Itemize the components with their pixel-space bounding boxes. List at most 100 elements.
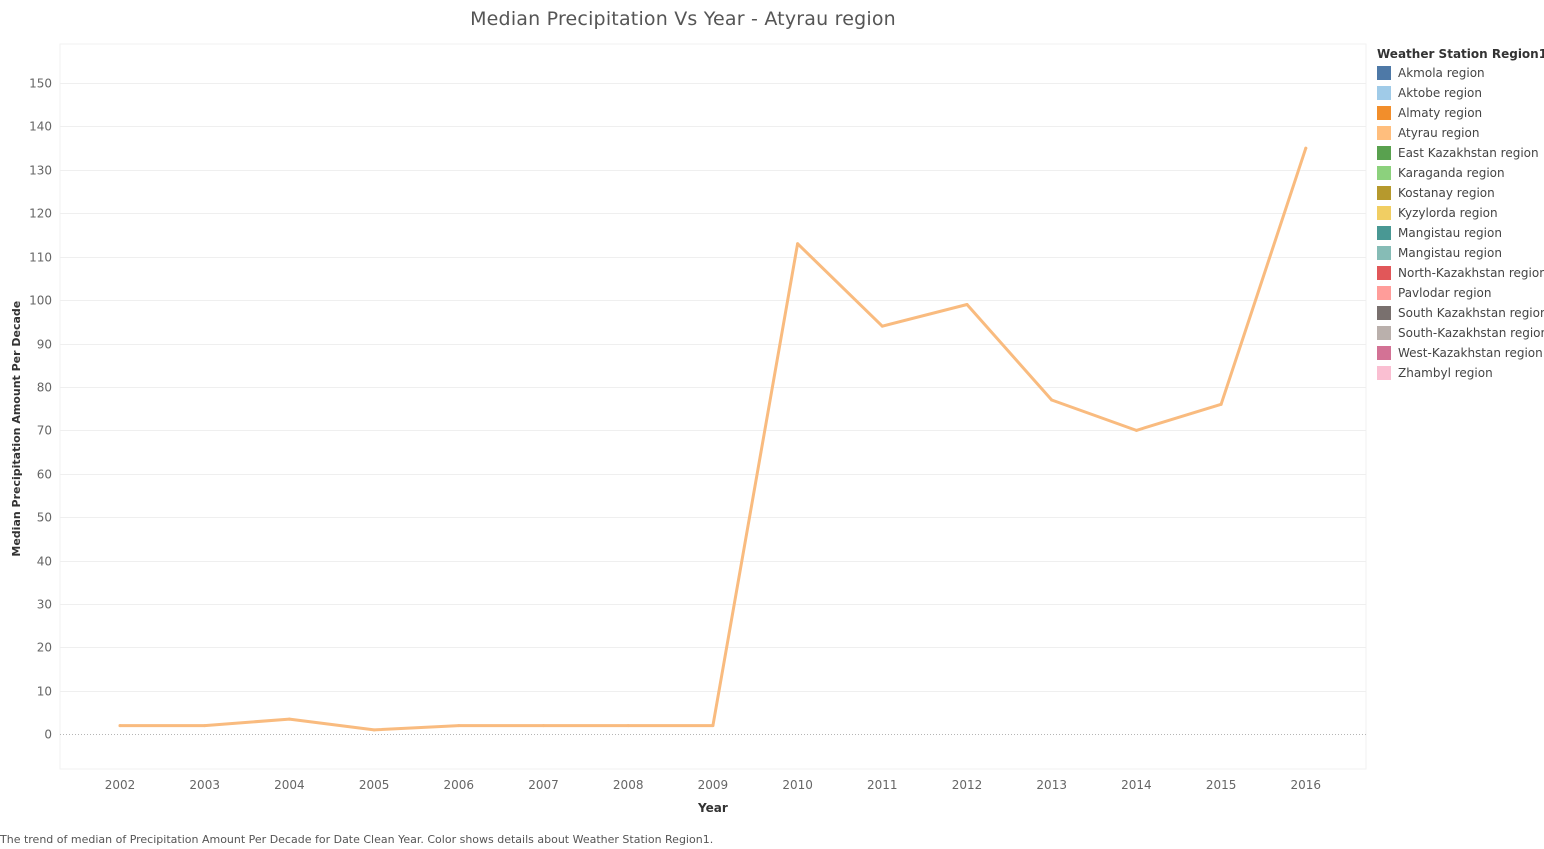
legend-label: South-Kazakhstan region [1398,326,1544,340]
legend-item[interactable]: Kyzylorda region [1377,203,1544,223]
legend-label: Atyrau region [1398,126,1480,140]
y-tick-label: 130 [29,164,52,178]
legend: Weather Station Region1 Akmola region Akt… [1377,45,1544,383]
data-point[interactable] [203,724,207,728]
legend-label: Karaganda region [1398,166,1505,180]
legend-item[interactable]: South Kazakhstan region [1377,303,1544,323]
legend-swatch [1377,66,1391,80]
legend-label: Kostanay region [1398,186,1495,200]
legend-item[interactable]: South-Kazakhstan region [1377,323,1544,343]
data-point[interactable] [965,302,969,306]
x-tick-label: 2007 [528,778,559,792]
legend-label: Aktobe region [1398,86,1482,100]
x-tick-label: 2013 [1036,778,1067,792]
legend-item[interactable]: Pavlodar region [1377,283,1544,303]
data-point[interactable] [372,728,376,732]
y-tick-label: 60 [37,468,52,482]
legend-label: Mangistau region [1398,246,1502,260]
y-tick-label: 140 [29,120,52,134]
legend-label: Mangistau region [1398,226,1502,240]
legend-item[interactable]: Mangistau region [1377,243,1544,263]
data-point[interactable] [1050,398,1054,402]
data-point[interactable] [287,717,291,721]
legend-item[interactable]: Kostanay region [1377,183,1544,203]
legend-swatch [1377,86,1391,100]
y-tick-label: 70 [37,424,52,438]
data-point[interactable] [457,724,461,728]
legend-item[interactable]: Aktobe region [1377,83,1544,103]
x-tick-label: 2012 [952,778,983,792]
x-tick-label: 2008 [613,778,644,792]
legend-swatch [1377,366,1391,380]
y-tick-label: 40 [37,555,52,569]
x-tick-label: 2002 [105,778,136,792]
legend-swatch [1377,306,1391,320]
legend-swatch [1377,326,1391,340]
legend-label: Akmola region [1398,66,1485,80]
legend-label: West-Kazakhstan region [1398,346,1543,360]
data-point[interactable] [796,242,800,246]
legend-item[interactable]: East Kazakhstan region [1377,143,1544,163]
legend-swatch [1377,226,1391,240]
chart-caption: The trend of median of Precipitation Amo… [0,833,714,846]
y-tick-label: 90 [37,338,52,352]
data-point[interactable] [1134,428,1138,432]
legend-item[interactable]: Zhambyl region [1377,363,1544,383]
plot-area [59,43,1367,770]
legend-swatch [1377,166,1391,180]
legend-item[interactable]: Almaty region [1377,103,1544,123]
legend-label: Kyzylorda region [1398,206,1498,220]
data-point[interactable] [542,724,545,728]
series-line[interactable] [118,146,1308,732]
y-tick-label: 30 [37,598,52,612]
legend-swatch [1377,206,1391,220]
x-tick-label: 2010 [782,778,813,792]
y-tick-label: 100 [29,294,52,308]
x-tick-label: 2004 [274,778,305,792]
legend-swatch [1377,266,1391,280]
x-tick-label: 2014 [1121,778,1152,792]
data-point[interactable] [711,724,715,728]
x-tick-label: 2015 [1206,778,1237,792]
legend-label: Zhambyl region [1398,366,1493,380]
x-axis-label: Year [697,801,728,815]
x-tick-label: 2011 [867,778,898,792]
data-point[interactable] [1304,146,1308,150]
grid-lines [59,43,1367,770]
legend-item[interactable]: North-Kazakhstan region [1377,263,1544,283]
legend-swatch [1377,346,1391,360]
x-tick-label: 2003 [189,778,220,792]
y-tick-label: 150 [29,77,52,91]
data-point[interactable] [880,324,884,328]
y-tick-label: 110 [29,251,52,265]
legend-item[interactable]: West-Kazakhstan region [1377,343,1544,363]
x-tick-label: 2005 [359,778,390,792]
legend-label: South Kazakhstan region [1398,306,1544,320]
data-point[interactable] [1219,402,1223,406]
legend-title: Weather Station Region1 [1377,47,1544,61]
legend-swatch [1377,106,1391,120]
legend-label: Almaty region [1398,106,1483,120]
data-point[interactable] [118,724,122,728]
legend-item[interactable]: Karaganda region [1377,163,1544,183]
legend-swatch [1377,146,1391,160]
y-tick-label: 0 [44,728,52,742]
legend-items: Akmola region Aktobe region Almaty region A… [1377,63,1544,383]
legend-label: East Kazakhstan region [1398,146,1539,160]
x-tick-label: 2006 [444,778,475,792]
legend-item[interactable]: Akmola region [1377,63,1544,83]
legend-item[interactable]: Mangistau region [1377,223,1544,243]
legend-swatch [1377,286,1391,300]
data-point[interactable] [626,724,630,728]
legend-item[interactable]: Atyrau region [1377,123,1544,143]
y-tick-label: 50 [37,511,52,525]
axes: 0 10 20 30 40 50 60 70 80 90 100 110 120 130 140 150 200… [29,77,1321,793]
legend-swatch [1377,186,1391,200]
legend-label: North-Kazakhstan region [1398,266,1544,280]
legend-swatch [1377,126,1391,140]
legend-label: Pavlodar region [1398,286,1492,300]
legend-swatch [1377,246,1391,260]
x-tick-label: 2009 [698,778,729,792]
y-tick-label: 10 [37,685,52,699]
